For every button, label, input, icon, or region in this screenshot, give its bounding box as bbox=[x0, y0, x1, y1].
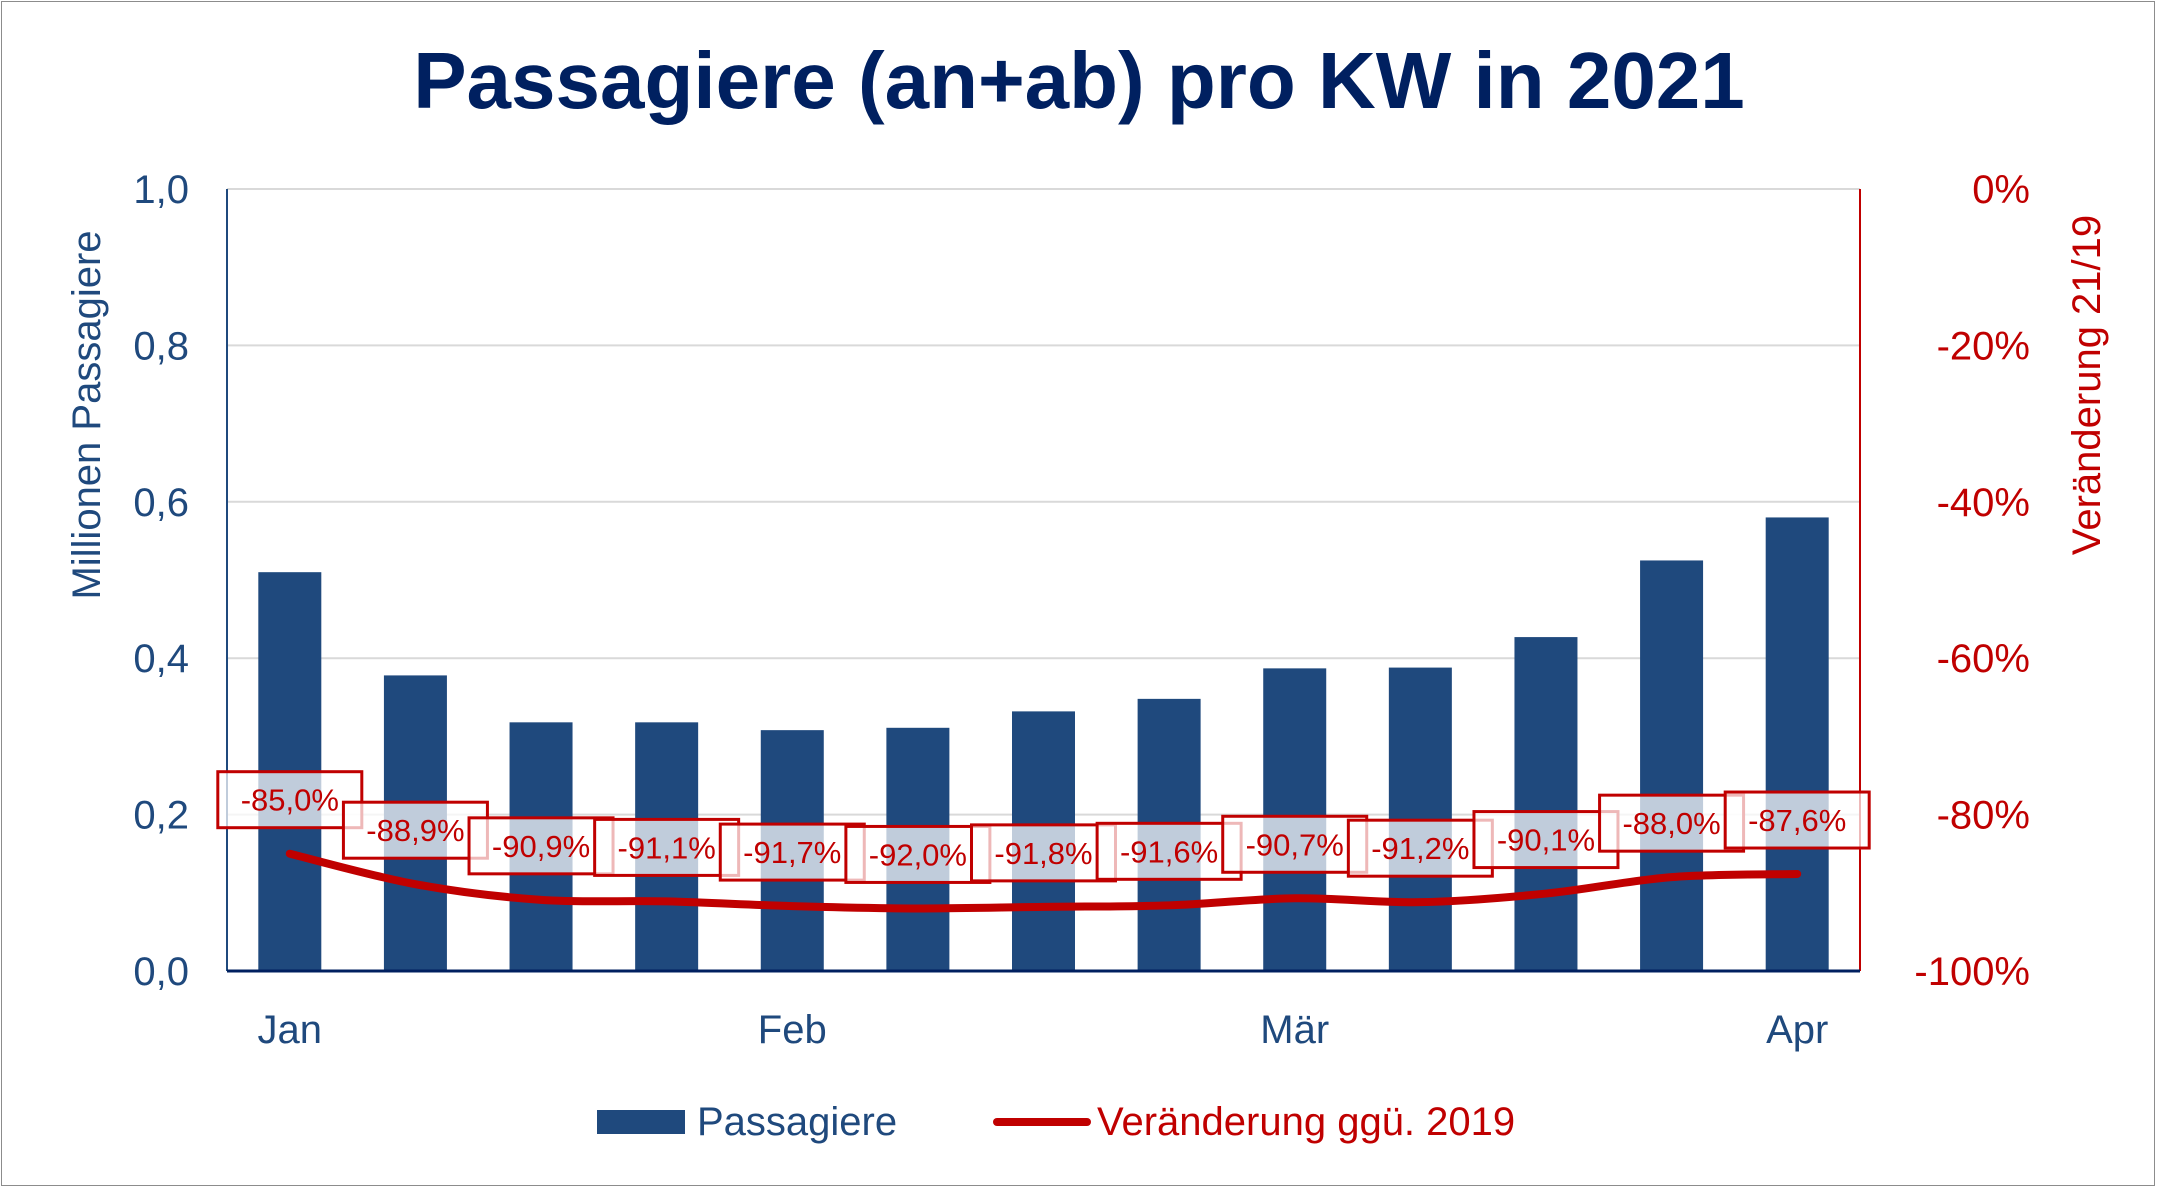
y-tick-label: 0,8 bbox=[133, 324, 189, 368]
data-label-box bbox=[1221, 814, 1369, 874]
data-label-text: -88,0% bbox=[1622, 806, 1720, 841]
data-label-box bbox=[467, 816, 615, 876]
data-label-text: -90,1% bbox=[1497, 823, 1595, 858]
y2-tick-label: -80% bbox=[1937, 794, 2030, 838]
data-label: -90,7% bbox=[1221, 814, 1369, 874]
data-label-text: -85,0% bbox=[241, 783, 339, 818]
y-tick-label: 1,0 bbox=[133, 168, 189, 212]
legend: Passagiere Veränderung ggü. 2019 bbox=[597, 1100, 1515, 1144]
data-label: -91,7% bbox=[718, 822, 866, 882]
data-label-text: -87,6% bbox=[1748, 803, 1846, 838]
y2-axis-title: Veränderung 21/19 bbox=[2065, 215, 2109, 555]
data-label: -90,9% bbox=[467, 816, 615, 876]
bar bbox=[1640, 560, 1704, 971]
bar bbox=[1765, 517, 1829, 971]
y2-tick-label: -100% bbox=[1914, 950, 2030, 994]
data-label-text: -91,6% bbox=[1120, 834, 1218, 869]
data-label-box bbox=[216, 770, 364, 830]
data-label-text: -91,8% bbox=[994, 836, 1092, 871]
data-label: -91,8% bbox=[970, 823, 1117, 883]
data-label: -91,2% bbox=[1346, 818, 1494, 878]
data-label-text: -92,0% bbox=[869, 837, 967, 872]
data-label-box bbox=[593, 817, 741, 877]
data-label-box bbox=[1598, 793, 1746, 853]
data-label-text: -91,2% bbox=[1371, 831, 1469, 866]
x-tick-label: Mär bbox=[1260, 1008, 1329, 1052]
data-label: -88,0% bbox=[1598, 793, 1746, 853]
y2-tick-label: -60% bbox=[1937, 637, 2030, 681]
y-tick-label: 0,2 bbox=[133, 794, 189, 838]
data-label: -85,0% bbox=[216, 770, 364, 830]
data-label-box bbox=[1346, 818, 1494, 878]
bar bbox=[1514, 637, 1578, 971]
data-label: -90,1% bbox=[1472, 810, 1620, 870]
chart-title: Passagiere (an+ab) pro KW in 2021 bbox=[413, 36, 1745, 125]
y-axis-title: Millionen Passagiere bbox=[65, 230, 109, 599]
data-label-box bbox=[970, 823, 1117, 883]
data-label: -91,1% bbox=[593, 817, 741, 877]
y-tick-label: 0,6 bbox=[133, 481, 189, 525]
legend-label-bars: Passagiere bbox=[697, 1100, 897, 1144]
data-label: -91,6% bbox=[1095, 821, 1243, 881]
legend-swatch-bars bbox=[597, 1110, 685, 1134]
data-label: -87,6% bbox=[1723, 790, 1871, 850]
x-tick-label: Apr bbox=[1766, 1008, 1828, 1052]
data-label-text: -91,1% bbox=[618, 830, 716, 865]
y-tick-label: 0,0 bbox=[133, 950, 189, 994]
data-label-box bbox=[1723, 790, 1871, 850]
y2-tick-label: -40% bbox=[1937, 481, 2030, 525]
data-label-box bbox=[1095, 821, 1243, 881]
y2-tick-label: -20% bbox=[1937, 324, 2030, 368]
y2-tick-label: 0% bbox=[1972, 168, 2030, 212]
data-label-text: -90,9% bbox=[492, 829, 590, 864]
data-label: -88,9% bbox=[341, 800, 489, 860]
data-label: -92,0% bbox=[844, 824, 992, 884]
data-label-text: -90,7% bbox=[1246, 827, 1344, 862]
data-label-text: -88,9% bbox=[366, 813, 464, 848]
data-label-text: -91,7% bbox=[743, 835, 841, 870]
data-label-box bbox=[341, 800, 489, 860]
x-tick-label: Feb bbox=[758, 1008, 827, 1052]
data-label-box bbox=[1472, 810, 1620, 870]
y-tick-label: 0,4 bbox=[133, 637, 189, 681]
legend-label-line: Veränderung ggü. 2019 bbox=[1097, 1100, 1515, 1144]
x-tick-label: Jan bbox=[258, 1008, 323, 1052]
